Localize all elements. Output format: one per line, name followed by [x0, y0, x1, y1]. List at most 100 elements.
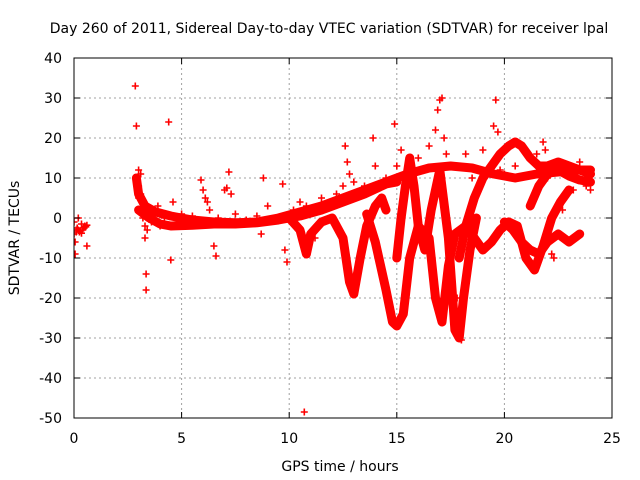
data-point	[231, 210, 239, 218]
data-point	[141, 222, 149, 230]
data-point	[142, 286, 150, 294]
data-point	[178, 210, 186, 218]
data-point	[274, 214, 282, 222]
data-point	[131, 82, 139, 90]
data-point	[350, 178, 358, 186]
data-point	[333, 190, 340, 198]
data-point	[554, 230, 562, 238]
data-point	[74, 250, 79, 258]
x-tick-label: 0	[70, 431, 79, 447]
data-point	[300, 408, 308, 416]
plot-frame	[73, 57, 613, 419]
data-point	[201, 194, 209, 202]
data-point	[559, 206, 566, 214]
data-point	[533, 150, 541, 158]
data-point	[432, 126, 439, 134]
data-point	[148, 218, 155, 226]
data-point	[447, 162, 455, 170]
data-point	[401, 182, 409, 190]
data-point	[78, 220, 85, 228]
data-point	[369, 134, 377, 142]
data-point	[253, 212, 261, 220]
data-point	[132, 122, 140, 130]
data-point	[434, 106, 442, 114]
data-point	[137, 170, 145, 178]
data-point	[165, 118, 173, 126]
data-point	[145, 206, 153, 214]
data-point	[511, 162, 519, 170]
data-point	[404, 174, 412, 182]
data-point	[156, 222, 164, 230]
data-point	[302, 202, 310, 210]
data-point	[139, 198, 147, 206]
data-point	[290, 206, 297, 214]
data-point	[264, 202, 272, 210]
x-tick-label: 5	[177, 431, 186, 447]
data-point	[150, 210, 158, 218]
dense-trace	[525, 165, 595, 211]
data-point	[438, 94, 446, 102]
data-point	[457, 336, 465, 344]
data-point	[397, 146, 405, 154]
data-point	[197, 176, 205, 184]
data-point	[382, 174, 390, 182]
data-point	[522, 246, 530, 254]
data-point	[199, 186, 207, 194]
data-point	[442, 150, 450, 158]
data-point	[135, 166, 143, 174]
data-point	[214, 214, 222, 222]
data-point	[414, 154, 422, 162]
data-point	[371, 162, 379, 170]
dense-trace	[454, 137, 595, 263]
y-tick-label: 40	[44, 51, 62, 67]
data-point	[143, 226, 151, 234]
data-point	[318, 194, 325, 202]
data-point	[154, 202, 162, 210]
x-tick-label: 20	[495, 431, 513, 447]
data-point	[361, 182, 368, 190]
data-point	[212, 252, 220, 260]
data-point	[142, 270, 150, 278]
data-point	[74, 238, 79, 246]
data-point	[135, 182, 143, 190]
data-point	[500, 170, 508, 178]
data-point	[203, 198, 211, 206]
data-point	[391, 120, 399, 128]
data-point	[496, 166, 504, 174]
data-point	[281, 246, 289, 254]
data-point	[188, 212, 196, 220]
dense-trace	[134, 177, 402, 231]
data-point	[311, 234, 319, 242]
data-point	[135, 194, 143, 202]
data-point	[225, 168, 233, 176]
data-point	[490, 122, 498, 130]
data-point	[453, 294, 461, 302]
data-point	[462, 150, 470, 158]
data-point	[74, 218, 78, 226]
data-point	[141, 234, 149, 242]
data-point	[492, 96, 500, 104]
data-point	[227, 190, 235, 198]
y-tick-label: 30	[44, 91, 62, 107]
x-tick-label: 15	[388, 431, 406, 447]
data-point	[210, 242, 218, 250]
x-axis-label: GPS time / hours	[281, 459, 398, 475]
dense-trace	[284, 193, 391, 299]
data-point	[543, 174, 551, 182]
x-tick-label: 25	[603, 431, 621, 447]
data-point	[425, 142, 433, 150]
data-point	[539, 138, 547, 146]
data-point	[343, 158, 351, 166]
data-point	[169, 198, 177, 206]
y-tick-label: 10	[44, 171, 62, 187]
y-tick-label: -20	[39, 291, 62, 307]
data-point	[283, 258, 291, 266]
y-axis-label: SDTVAR / TECUs	[7, 181, 23, 296]
data-point	[285, 210, 293, 218]
data-point	[582, 182, 590, 190]
y-tick-label: 20	[44, 131, 62, 147]
x-tick-label: 10	[280, 431, 298, 447]
data-point	[206, 206, 214, 214]
data-point	[548, 250, 556, 258]
